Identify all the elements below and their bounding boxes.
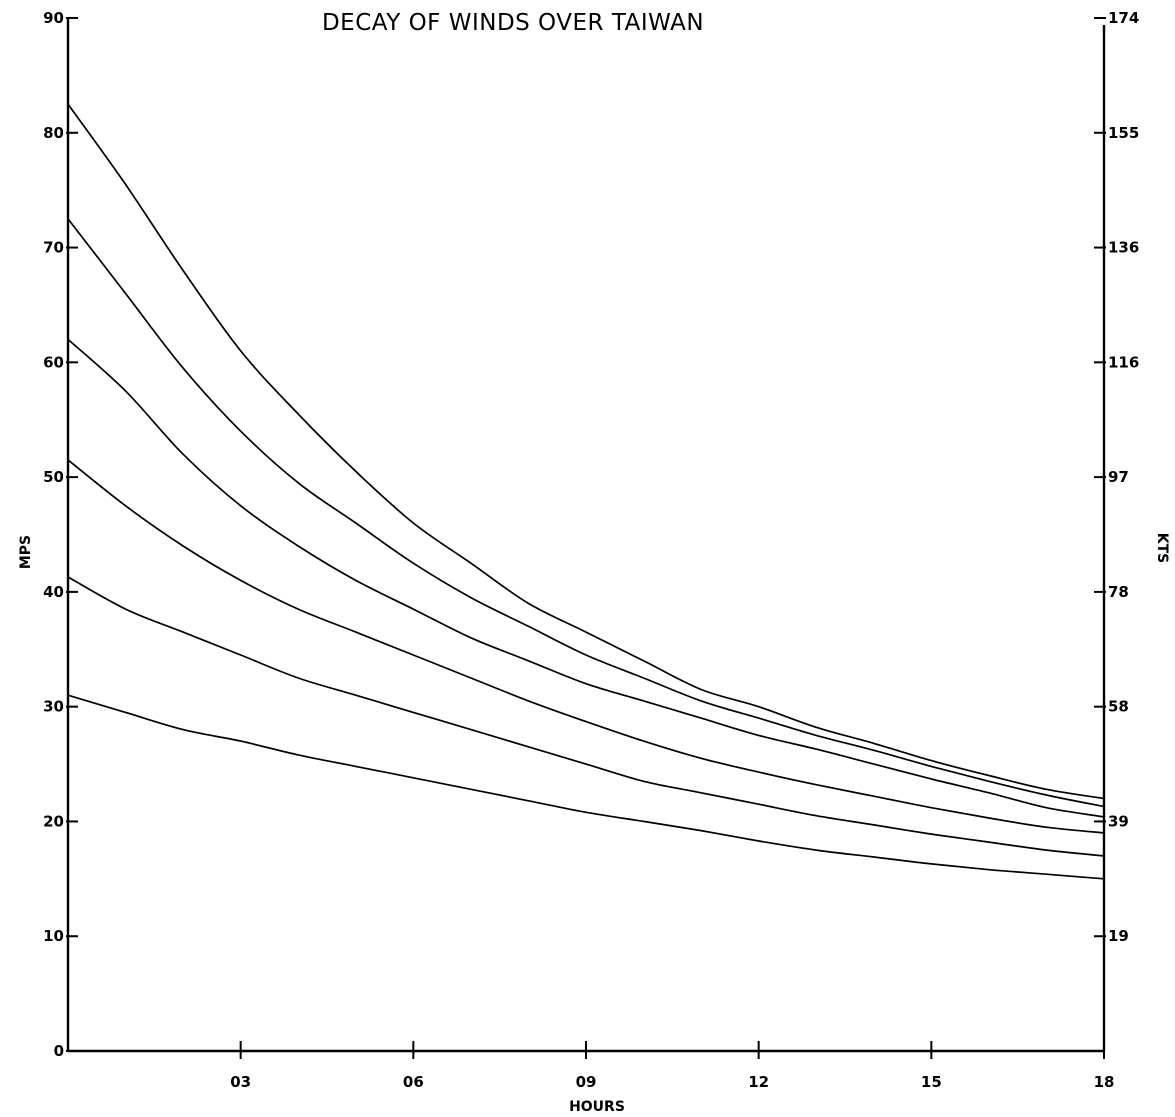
- y2-tick-label: 174: [1108, 9, 1139, 27]
- y2-tick-label: 116: [1108, 353, 1139, 371]
- x-tick-label: 15: [921, 1073, 942, 1091]
- x-tick-label: 09: [576, 1073, 597, 1091]
- axes: [66, 18, 1106, 1053]
- right-y-axis-ticks: 19 39 58 78 97 116 136 155 174: [1094, 9, 1139, 945]
- x-axis-ticks: 03 06 09 12 15 18: [230, 1041, 1114, 1091]
- y-tick-label: 70: [43, 239, 64, 257]
- y-tick-label: 90: [43, 9, 64, 27]
- y-tick-label: 40: [43, 583, 64, 601]
- x-tick-label: 03: [230, 1073, 251, 1091]
- series-lines: [67, 103, 1105, 880]
- y-tick-label: 0: [54, 1042, 64, 1060]
- y-tick-label: 80: [43, 124, 64, 142]
- y-tick-label: 60: [43, 353, 64, 371]
- series-line-4: [67, 459, 1105, 834]
- left-y-axis-ticks: 0 10 20 30 40 50 60 70 80 90: [43, 9, 78, 1060]
- y2-tick-label: 78: [1108, 583, 1129, 601]
- y2-tick-label: 58: [1108, 698, 1129, 716]
- chart-title: DECAY OF WINDS OVER TAIWAN: [322, 10, 704, 36]
- y2-tick-label: 19: [1108, 927, 1129, 945]
- y2-tick-label: 136: [1108, 239, 1139, 257]
- y2-tick-label: 97: [1108, 468, 1129, 486]
- series-line-1: [67, 103, 1105, 800]
- series-line-3: [67, 338, 1105, 818]
- y-tick-label: 20: [43, 812, 64, 830]
- y-tick-label: 50: [43, 468, 64, 486]
- y2-tick-label: 39: [1108, 812, 1129, 830]
- right-y-axis-title: KTS: [1154, 533, 1170, 563]
- y-tick-label: 30: [43, 698, 64, 716]
- series-line-6: [67, 694, 1105, 880]
- y2-tick-label: 155: [1108, 124, 1139, 142]
- y-tick-label: 10: [43, 927, 64, 945]
- x-tick-label: 06: [403, 1073, 424, 1091]
- x-tick-label: 18: [1094, 1073, 1115, 1091]
- series-line-5: [67, 576, 1105, 857]
- left-y-axis-title: MPS: [18, 535, 34, 569]
- x-tick-label: 12: [748, 1073, 769, 1091]
- x-axis-title: HOURS: [569, 1099, 625, 1115]
- series-line-2: [67, 218, 1105, 808]
